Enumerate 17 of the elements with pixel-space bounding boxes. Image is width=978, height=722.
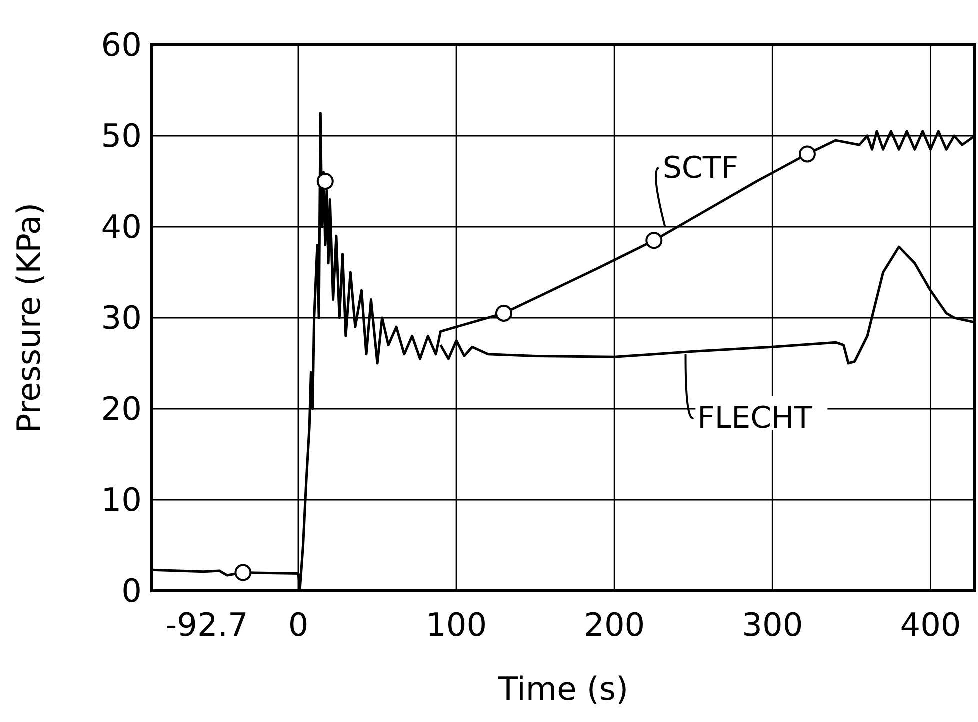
x-tick-label: -92.7 <box>166 606 248 644</box>
series-label: FLECHT <box>698 401 814 436</box>
y-tick-label: 10 <box>101 481 142 519</box>
y-tick-label: 60 <box>101 26 142 64</box>
y-tick-label: 40 <box>101 208 142 246</box>
x-tick-label: 400 <box>900 606 962 644</box>
y-tick-label: 20 <box>101 390 142 428</box>
x-tick-label: 100 <box>426 606 488 644</box>
y-tick-label: 50 <box>101 117 142 155</box>
series-label: SCTF <box>662 150 738 186</box>
x-tick-label: 300 <box>742 606 804 644</box>
x-tick-label: 200 <box>584 606 646 644</box>
y-axis-title: Pressure (KPa) <box>10 202 48 434</box>
y-tick-label: 0 <box>122 572 142 610</box>
y-tick-label: 30 <box>101 299 142 337</box>
x-tick-label: 0 <box>288 606 309 644</box>
x-axis-title: Time (s) <box>497 670 629 708</box>
